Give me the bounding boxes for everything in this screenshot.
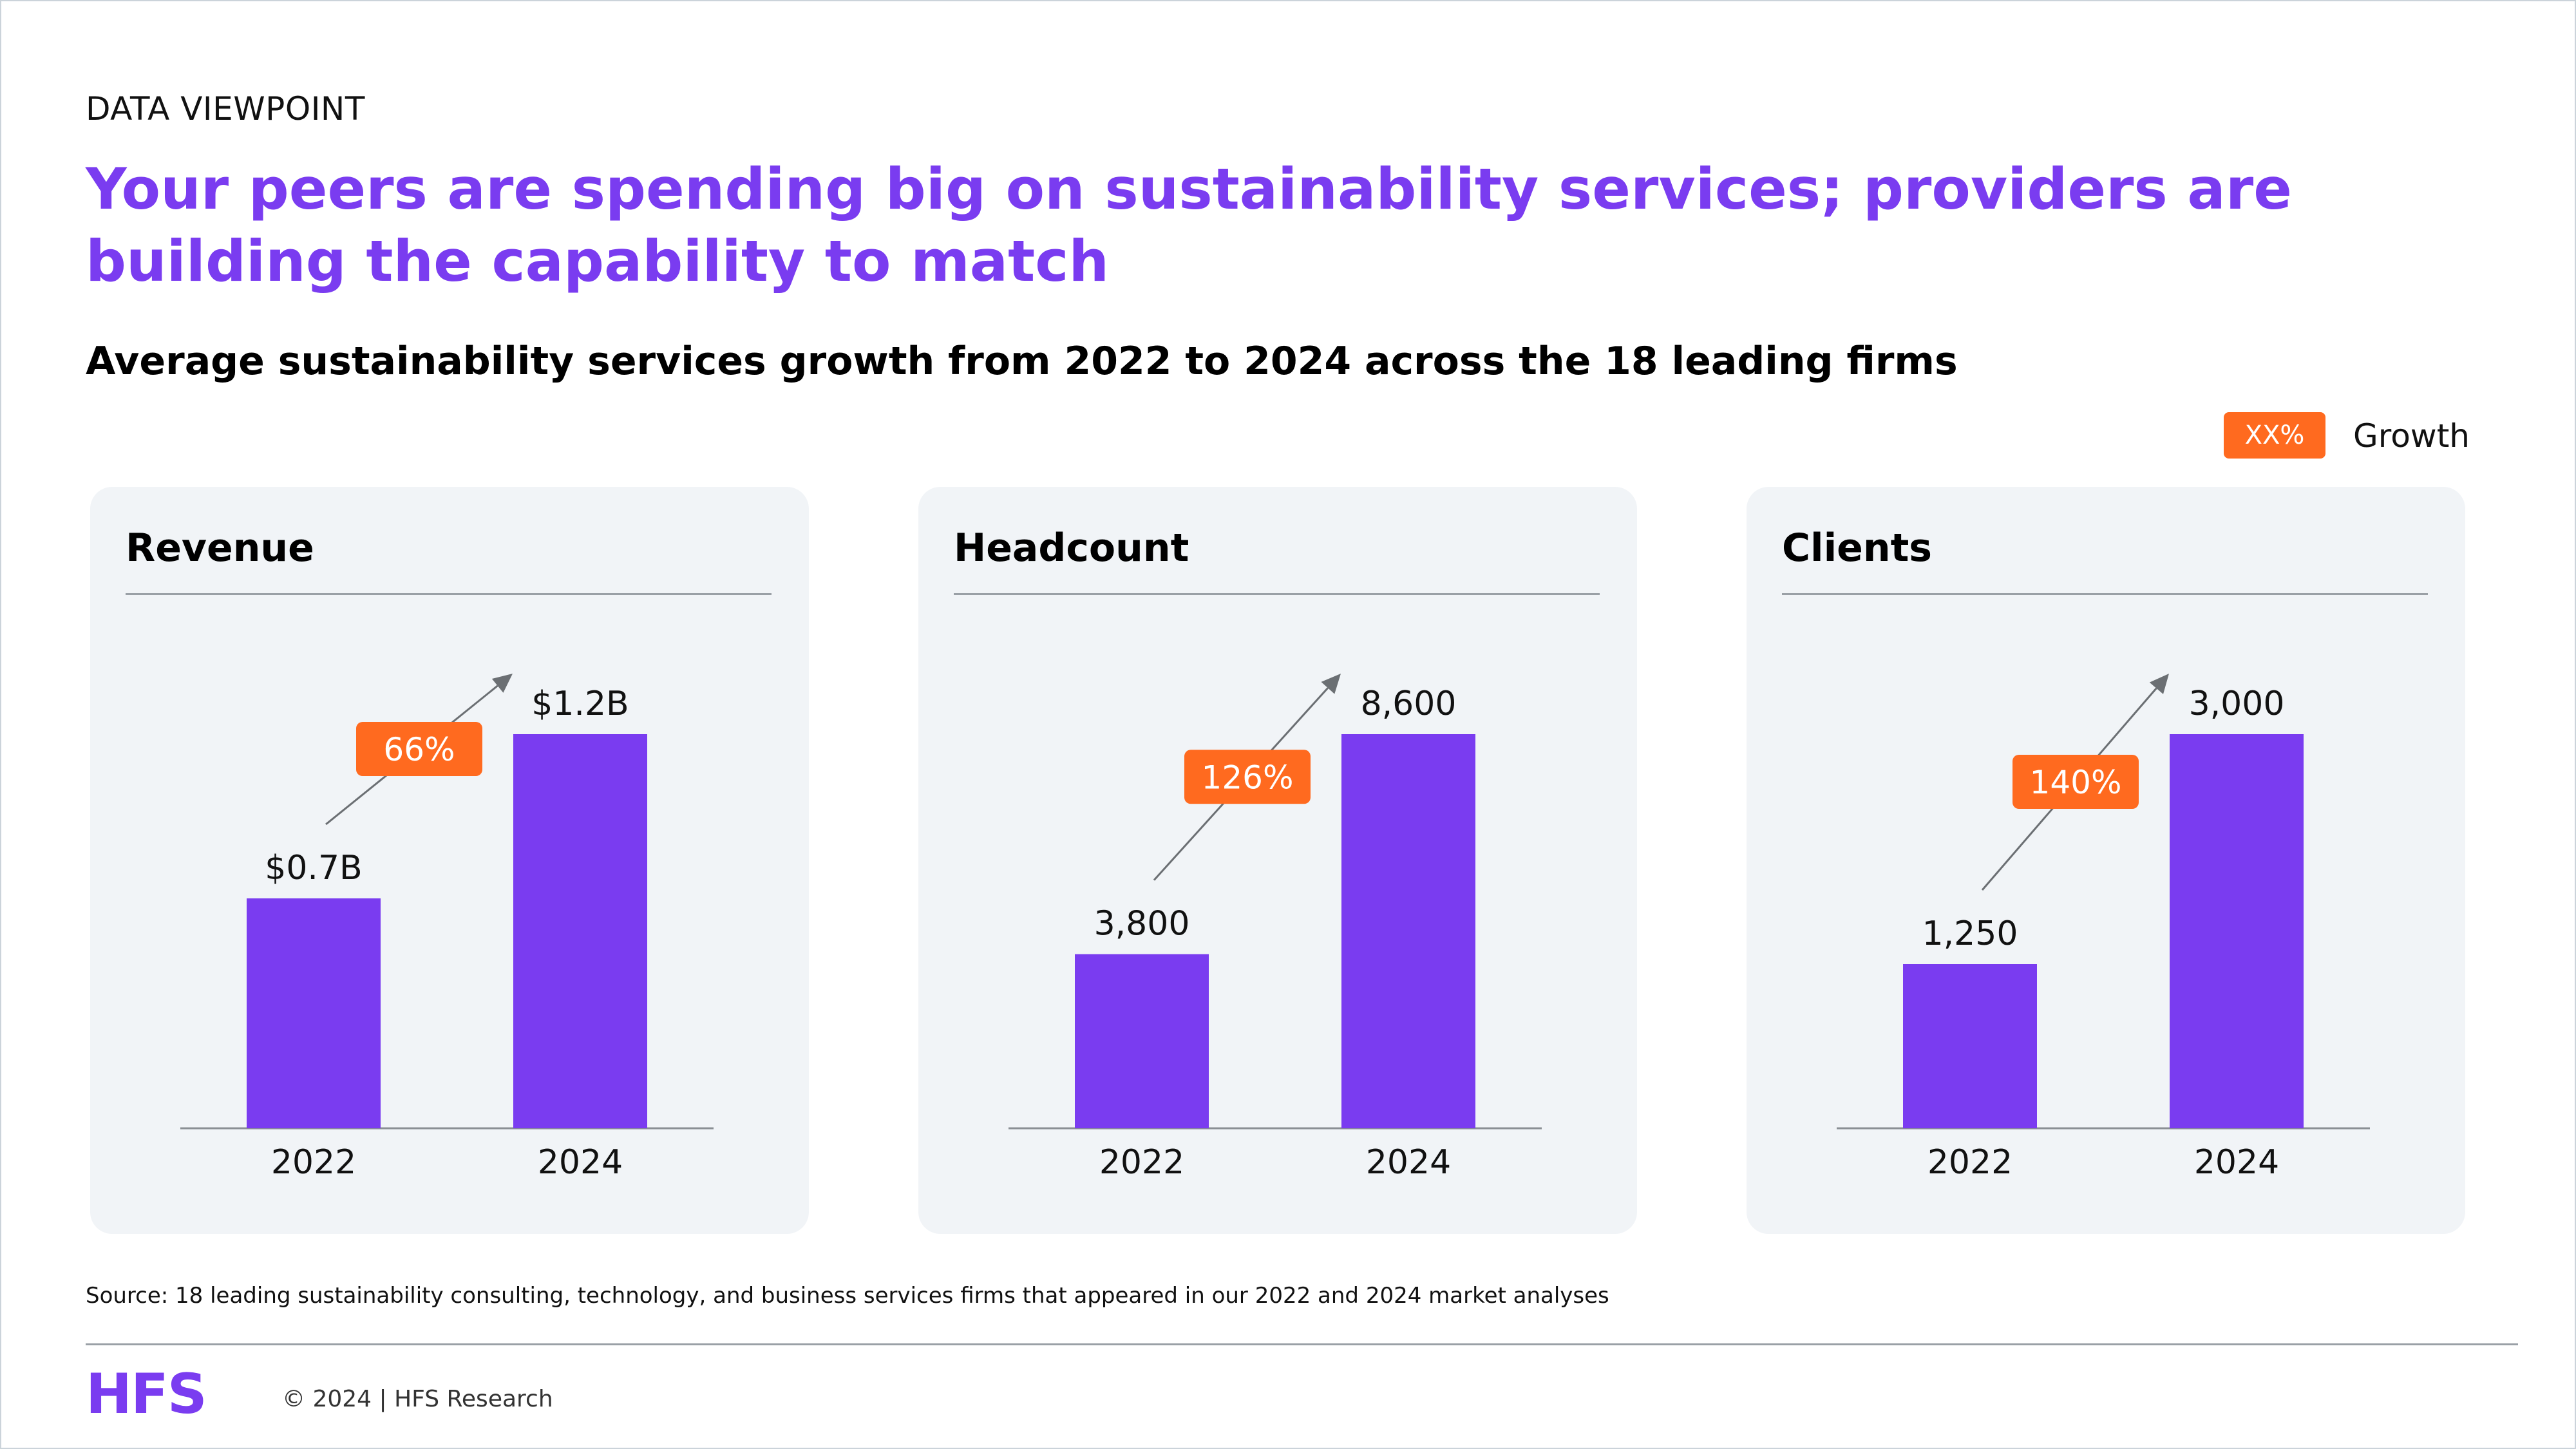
growth-value: 140% <box>2030 764 2122 801</box>
panel-title: Headcount <box>954 526 1189 571</box>
source-note: Source: 18 leading sustainability consul… <box>86 1283 1609 1309</box>
legend-swatch: XX% <box>2224 412 2325 459</box>
tick-label: 2024 <box>538 1143 623 1182</box>
panel-title: Clients <box>1782 526 1932 571</box>
tick-label: 2024 <box>2194 1143 2279 1182</box>
eyebrow-label: DATA VIEWPOINT <box>86 90 365 128</box>
value-label: 1,250 <box>1922 914 2018 953</box>
value-label: 8,600 <box>1361 685 1457 723</box>
growth-value: 126% <box>1202 759 1294 796</box>
bar-2022 <box>1903 964 2037 1128</box>
value-label: $0.7B <box>265 849 362 887</box>
tick-label: 2022 <box>1099 1143 1184 1182</box>
headcount-chart: 3,800 2022 8,600 2024 126% <box>1009 674 1542 1182</box>
growth-value: 66% <box>383 731 455 768</box>
clients-chart: 1,250 2022 3,000 2024 140% <box>1837 674 2370 1182</box>
growth-arrow-head <box>491 674 513 693</box>
panel-headcount: Headcount 3,800 2022 8,600 2024 126% <box>918 487 1637 1234</box>
panel-divider <box>126 593 772 595</box>
panel-clients: Clients 1,250 2022 3,000 2024 140% <box>1747 487 2465 1234</box>
growth-badge <box>2012 755 2139 809</box>
growth-badge <box>356 722 482 776</box>
bar-2024 <box>513 734 647 1128</box>
headline: Your peers are spending big on sustainab… <box>86 156 2292 294</box>
bar-2022 <box>247 898 381 1128</box>
chart-subtitle: Average sustainability services growth f… <box>86 339 1958 384</box>
footer-divider <box>86 1343 2518 1345</box>
tick-label: 2024 <box>1366 1143 1451 1182</box>
growth-arrow-head <box>1321 674 1341 694</box>
growth-arrow-head <box>2149 674 2169 694</box>
value-label: 3,000 <box>2189 685 2285 723</box>
revenue-chart: $0.7B 2022 $1.2B 2024 66% <box>180 674 714 1182</box>
bar-2022 <box>1075 954 1209 1128</box>
copyright-text: © 2024 | HFS Research <box>282 1386 553 1412</box>
bar-2024 <box>2170 734 2304 1128</box>
tick-label: 2022 <box>271 1143 356 1182</box>
hfs-logo: HFS <box>86 1362 207 1426</box>
panel-divider <box>1782 593 2428 595</box>
tick-label: 2022 <box>1927 1143 2012 1182</box>
panel-title: Revenue <box>126 526 314 571</box>
growth-badge <box>1184 750 1311 804</box>
legend-label: Growth <box>2353 417 2470 455</box>
bar-2024 <box>1341 734 1475 1128</box>
panel-revenue: Revenue $0.7B 2022 $1.2B 2024 66% <box>90 487 809 1234</box>
value-label: 3,800 <box>1094 905 1190 943</box>
panel-divider <box>954 593 1600 595</box>
value-label: $1.2B <box>531 685 629 723</box>
